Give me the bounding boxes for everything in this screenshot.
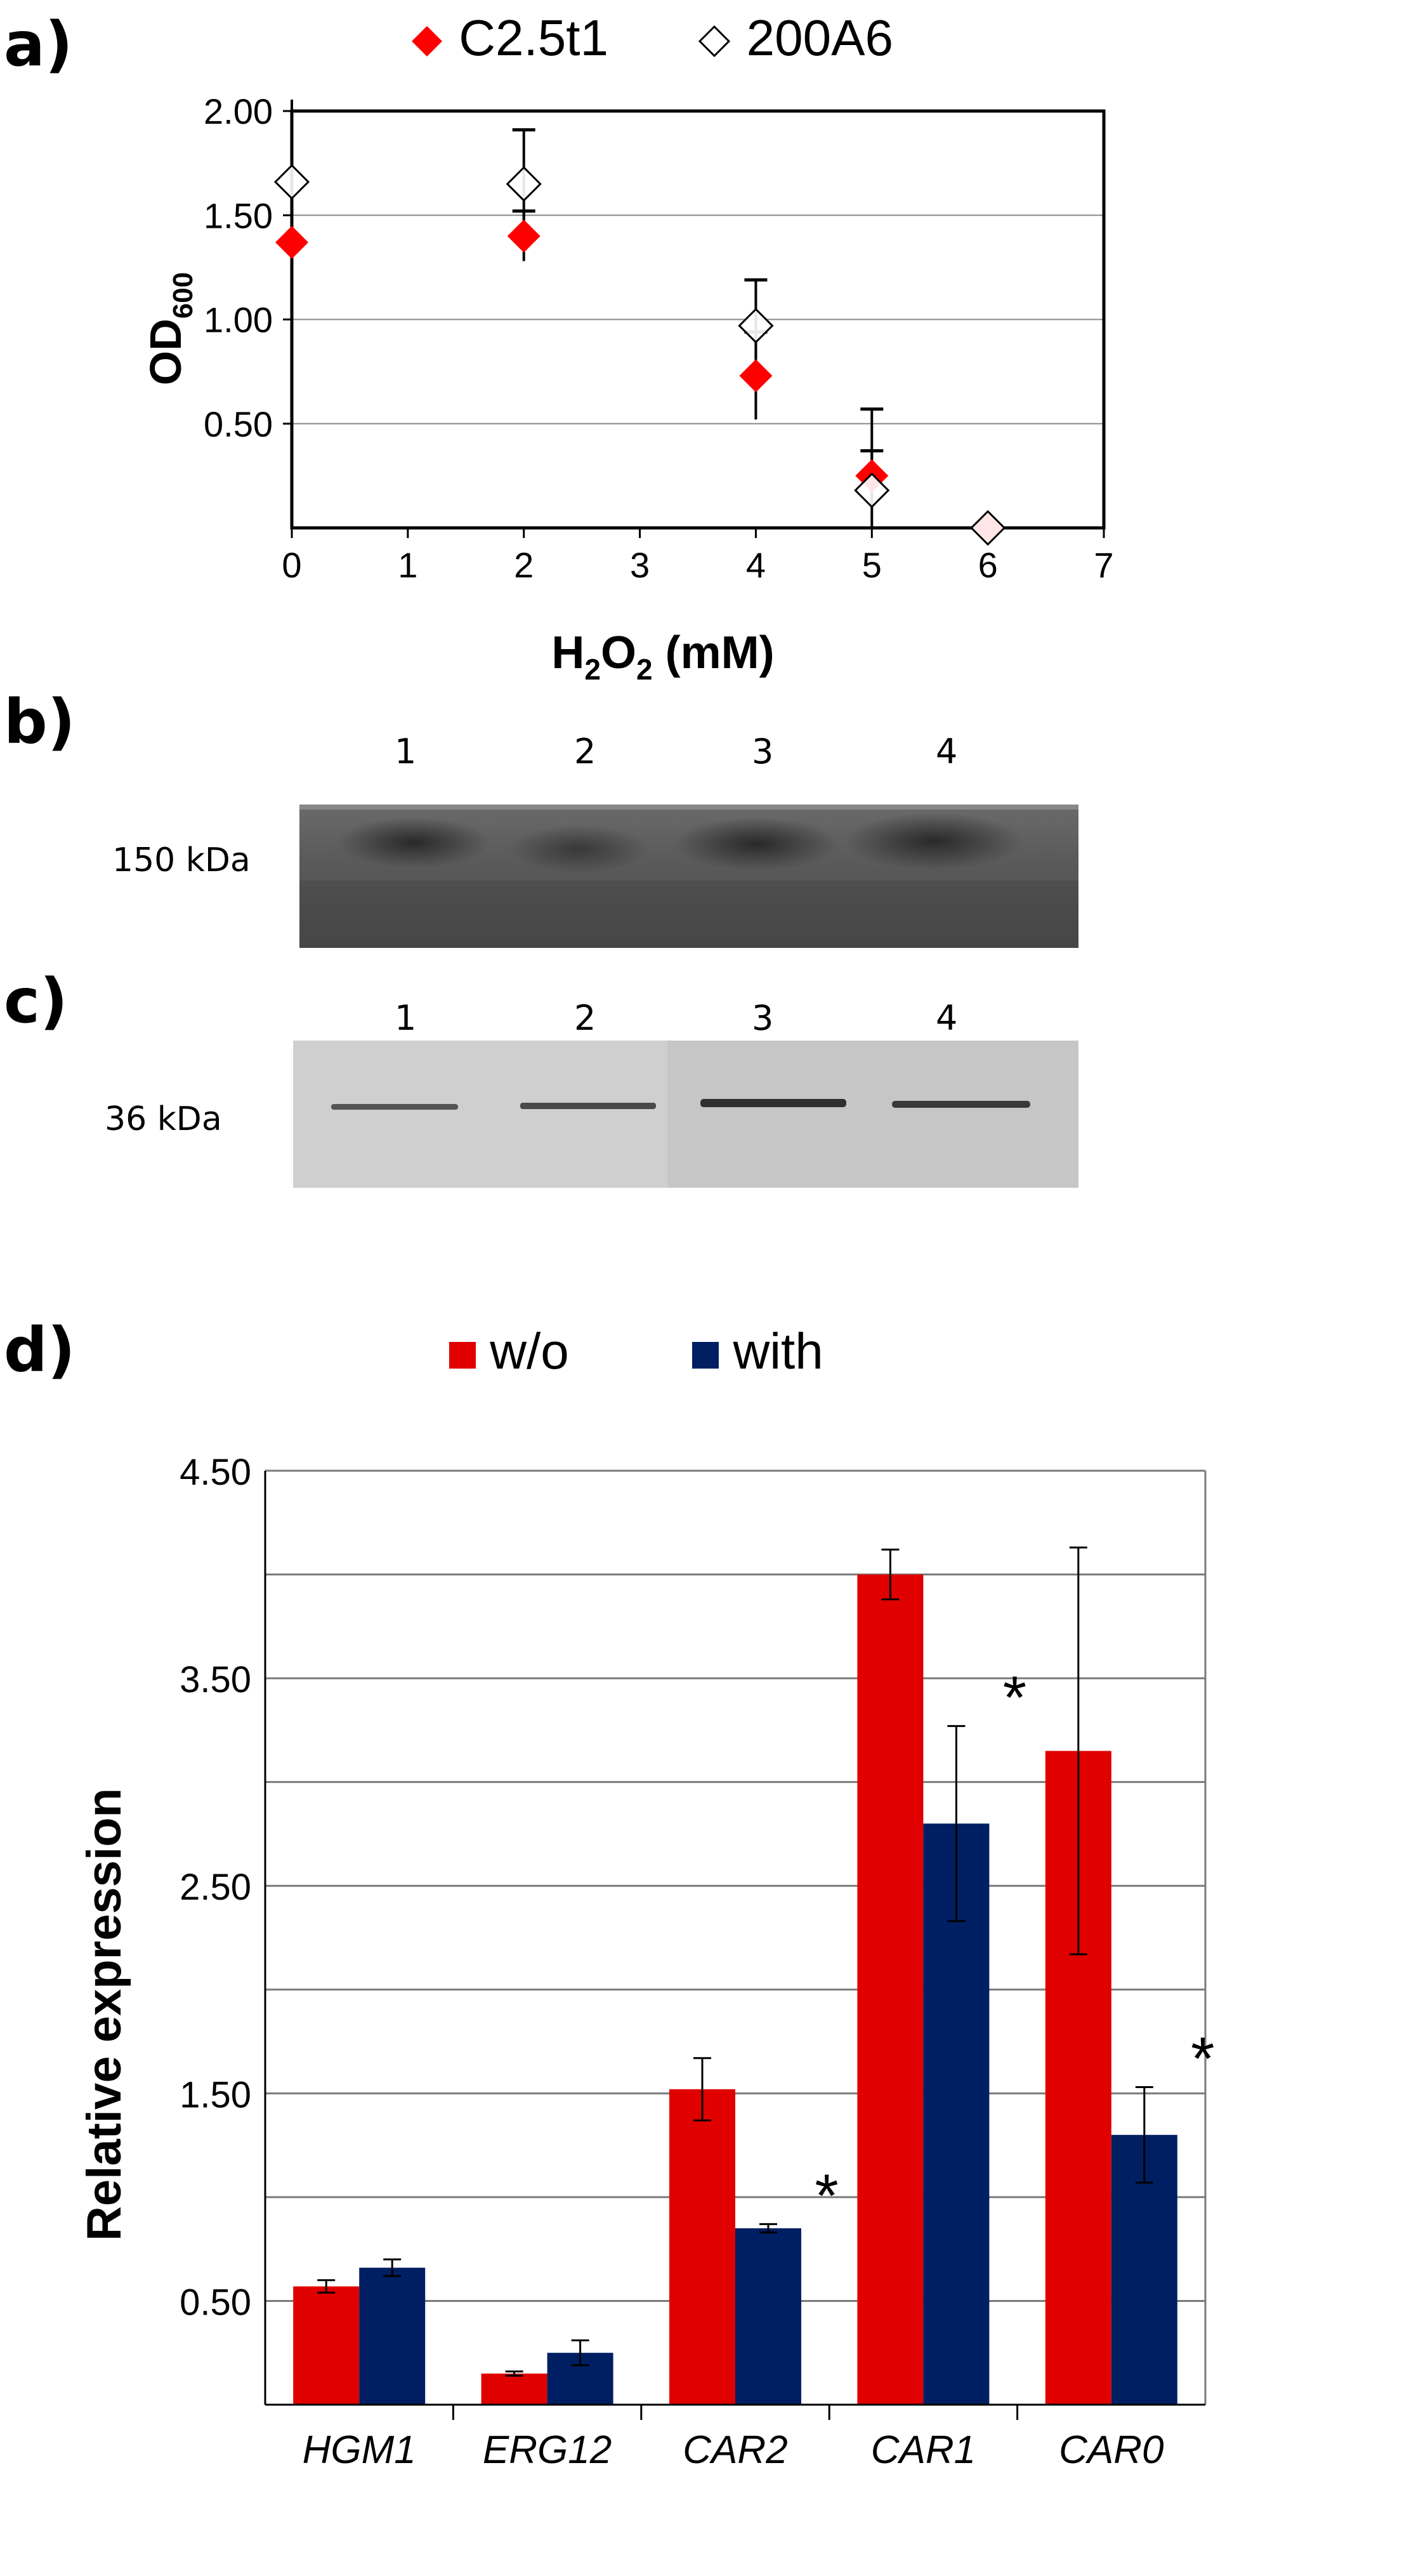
significance-asterisk: * — [1003, 1664, 1026, 1732]
bar-with — [735, 2228, 801, 2405]
gel-c-image — [293, 1041, 1078, 1188]
bar-legend: w/o with — [449, 1326, 823, 1377]
legend-red-square-icon — [449, 1341, 476, 1369]
bar-y-tick-label: 0.50 — [180, 2282, 251, 2323]
bar-category-label: CAR0 — [1059, 2428, 1163, 2472]
gel-c-lane-1: 1 — [395, 998, 417, 1038]
scatter-x-tick-label: 0 — [282, 545, 301, 585]
panel-label-d: d) — [4, 1315, 75, 1386]
gel-c-size-label: 36 kDa — [105, 1100, 222, 1138]
bar-category-label: CAR1 — [871, 2428, 976, 2472]
gel-c-lane-4: 4 — [936, 998, 958, 1038]
scatter-point-200a6 — [970, 509, 1006, 546]
scatter-point-200a6 — [506, 166, 542, 202]
bar-wo — [481, 2373, 547, 2405]
scatter-legend: C2.5t1 200A6 — [409, 13, 893, 67]
panel-label-b: b) — [4, 687, 75, 758]
significance-asterisk: * — [815, 2162, 838, 2230]
panel-label-a: a) — [4, 9, 73, 80]
scatter-x-tick-label: 1 — [398, 545, 417, 585]
legend-series-1-label: C2.5t1 — [459, 10, 608, 66]
gel-b-lane-2: 2 — [574, 732, 596, 772]
scatter-x-tick-label: 5 — [862, 545, 882, 585]
legend-open-diamond-icon — [697, 16, 732, 67]
gel-b-image — [299, 805, 1078, 948]
scatter-y-axis-label: OD600 — [141, 272, 199, 385]
scatter-point-200a6 — [273, 164, 310, 200]
legend-with-label: with — [733, 1323, 823, 1379]
bar-chart: 0.50 1.50 2.50 3.50 4.50 * * * HGM1 ERG12 CAR2 CA… — [77, 1452, 1214, 2472]
scatter-x-tick-label: 7 — [1094, 545, 1113, 585]
gel-b-size-label: 150 kDa — [112, 841, 251, 879]
gel-b-lane-4: 4 — [936, 732, 958, 772]
bar-category-label: CAR2 — [683, 2428, 787, 2472]
bar-category-label: HGM1 — [303, 2428, 416, 2472]
scatter-point-c25t1 — [275, 225, 308, 259]
scatter-y-tick-label: 0.50 — [204, 404, 273, 444]
legend-series-2-label: 200A6 — [746, 10, 893, 66]
scatter-y-tick-label: 1.00 — [204, 300, 273, 340]
gel-b-lane-1: 1 — [395, 732, 417, 772]
scatter-x-axis-label: H2O2 (mM) — [551, 628, 774, 685]
scatter-point-200a6 — [738, 308, 774, 344]
panel-label-c: c) — [4, 966, 68, 1037]
scatter-point-c25t1 — [507, 220, 541, 253]
scatter-y-tick-label: 2.00 — [204, 91, 273, 131]
bar-y-axis-label: Relative expression — [77, 1788, 131, 2241]
bar-wo — [669, 2089, 735, 2405]
bar-y-tick-label: 2.50 — [180, 1867, 251, 1908]
bar-with — [359, 2268, 426, 2405]
scatter-y-tick-label: 1.50 — [204, 195, 273, 235]
legend-wo-label: w/o — [490, 1323, 569, 1379]
bar-y-tick-label: 3.50 — [180, 1659, 251, 1700]
scatter-x-tick-label: 6 — [978, 545, 998, 585]
bar-category-label: ERG12 — [483, 2428, 612, 2472]
scatter-point-c25t1 — [739, 359, 773, 393]
gel-b-lane-3: 3 — [752, 732, 774, 772]
bar-y-tick-label: 1.50 — [180, 2074, 251, 2115]
significance-asterisk: * — [1191, 2025, 1214, 2093]
scatter-chart: 0.50 1.00 1.50 2.00 0 1 2 3 4 5 6 7 OD600 H2O2 (mM… — [141, 91, 1114, 685]
gel-c-lane-3: 3 — [752, 998, 774, 1038]
scatter-x-tick-label: 4 — [746, 545, 766, 585]
bar-y-tick-label: 4.50 — [180, 1452, 251, 1493]
gel-c-lane-2: 2 — [574, 998, 596, 1038]
legend-navy-square-icon — [692, 1341, 719, 1369]
scatter-x-tick-label: 2 — [514, 545, 534, 585]
bar-wo — [293, 2286, 360, 2405]
bar-wo — [857, 1574, 924, 2405]
legend-filled-diamond-icon — [409, 16, 445, 67]
scatter-point-200a6 — [854, 472, 890, 508]
scatter-x-tick-label: 3 — [630, 545, 650, 585]
